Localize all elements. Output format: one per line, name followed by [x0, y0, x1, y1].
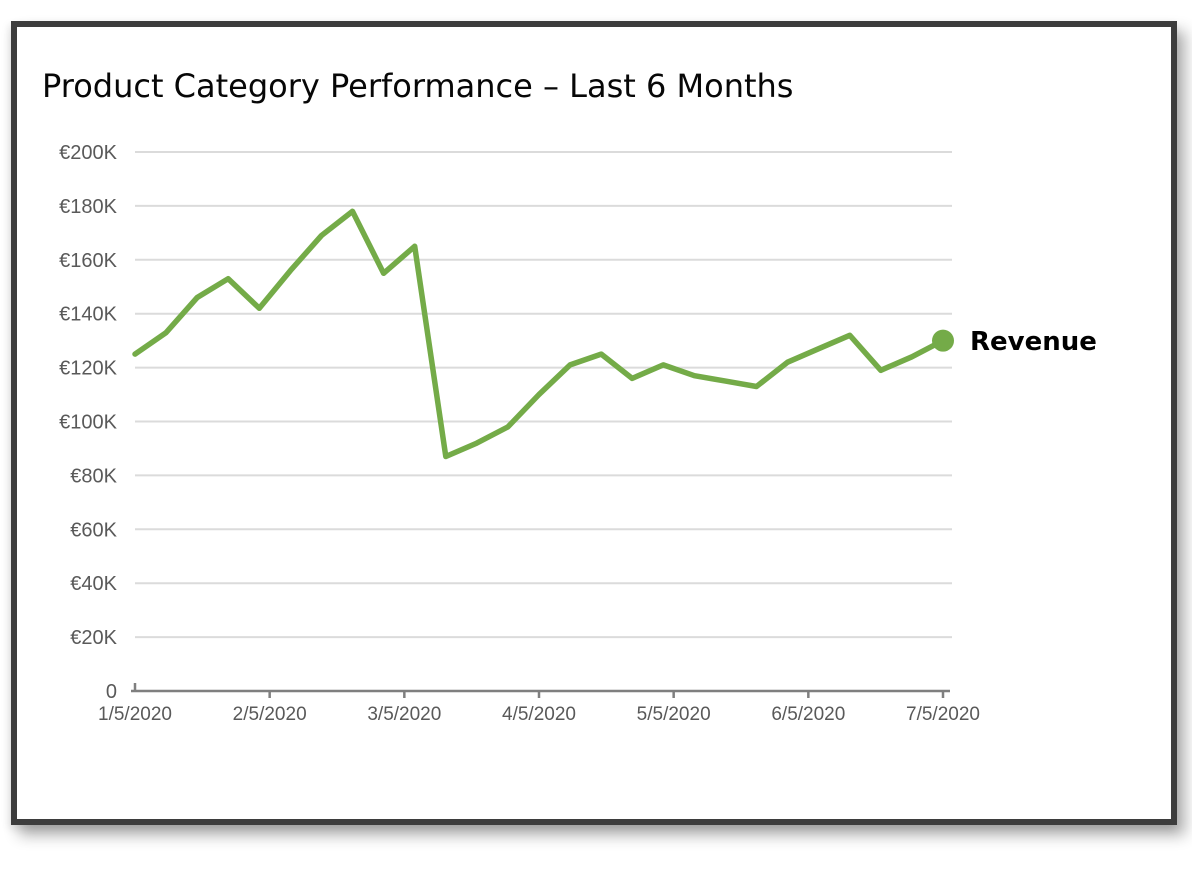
- x-tick-label: 2/5/2020: [233, 704, 307, 725]
- chart-window: Product Category Performance – Last 6 Mo…: [11, 21, 1177, 825]
- x-tick-label: 1/5/2020: [98, 704, 172, 725]
- y-tick-label: €20K: [70, 627, 117, 649]
- y-tick-label: 0: [106, 681, 117, 703]
- y-tick-label: €120K: [59, 358, 117, 380]
- series-legend-label: Revenue: [970, 327, 1097, 357]
- y-tick-label: €40K: [70, 573, 117, 595]
- y-tick-label: €140K: [59, 304, 117, 326]
- revenue-series-layer: [132, 208, 954, 460]
- chart-title: Product Category Performance – Last 6 Mo…: [42, 67, 794, 105]
- y-tick-label: €60K: [70, 519, 117, 541]
- y-tick-label: €80K: [70, 465, 117, 487]
- x-tick-label: 4/5/2020: [502, 704, 576, 725]
- y-tick-label: €180K: [59, 196, 117, 218]
- x-axis-layer: [131, 683, 950, 698]
- last-point-marker: [932, 329, 954, 352]
- x-axis-labels: 1/5/2020 2/5/2020 3/5/2020 4/5/2020 5/5/2020…: [98, 704, 980, 725]
- gridlines-layer: [135, 151, 952, 639]
- revenue-line: [132, 208, 946, 460]
- y-tick-label: €160K: [59, 250, 117, 272]
- x-tick-label: 7/5/2020: [906, 704, 980, 725]
- y-tick-label: €100K: [59, 412, 117, 434]
- y-axis-labels: €200K €180K €160K €140K €120K €100K €80K €60K €4…: [59, 142, 117, 703]
- revenue-line-chart: €200K €180K €160K €140K €120K €100K €80K €60K €4…: [59, 142, 1097, 725]
- x-tick-label: 3/5/2020: [367, 704, 441, 725]
- x-tick-label: 5/5/2020: [637, 704, 711, 725]
- y-tick-label: €200K: [59, 142, 117, 164]
- x-tick-label: 6/5/2020: [771, 704, 845, 725]
